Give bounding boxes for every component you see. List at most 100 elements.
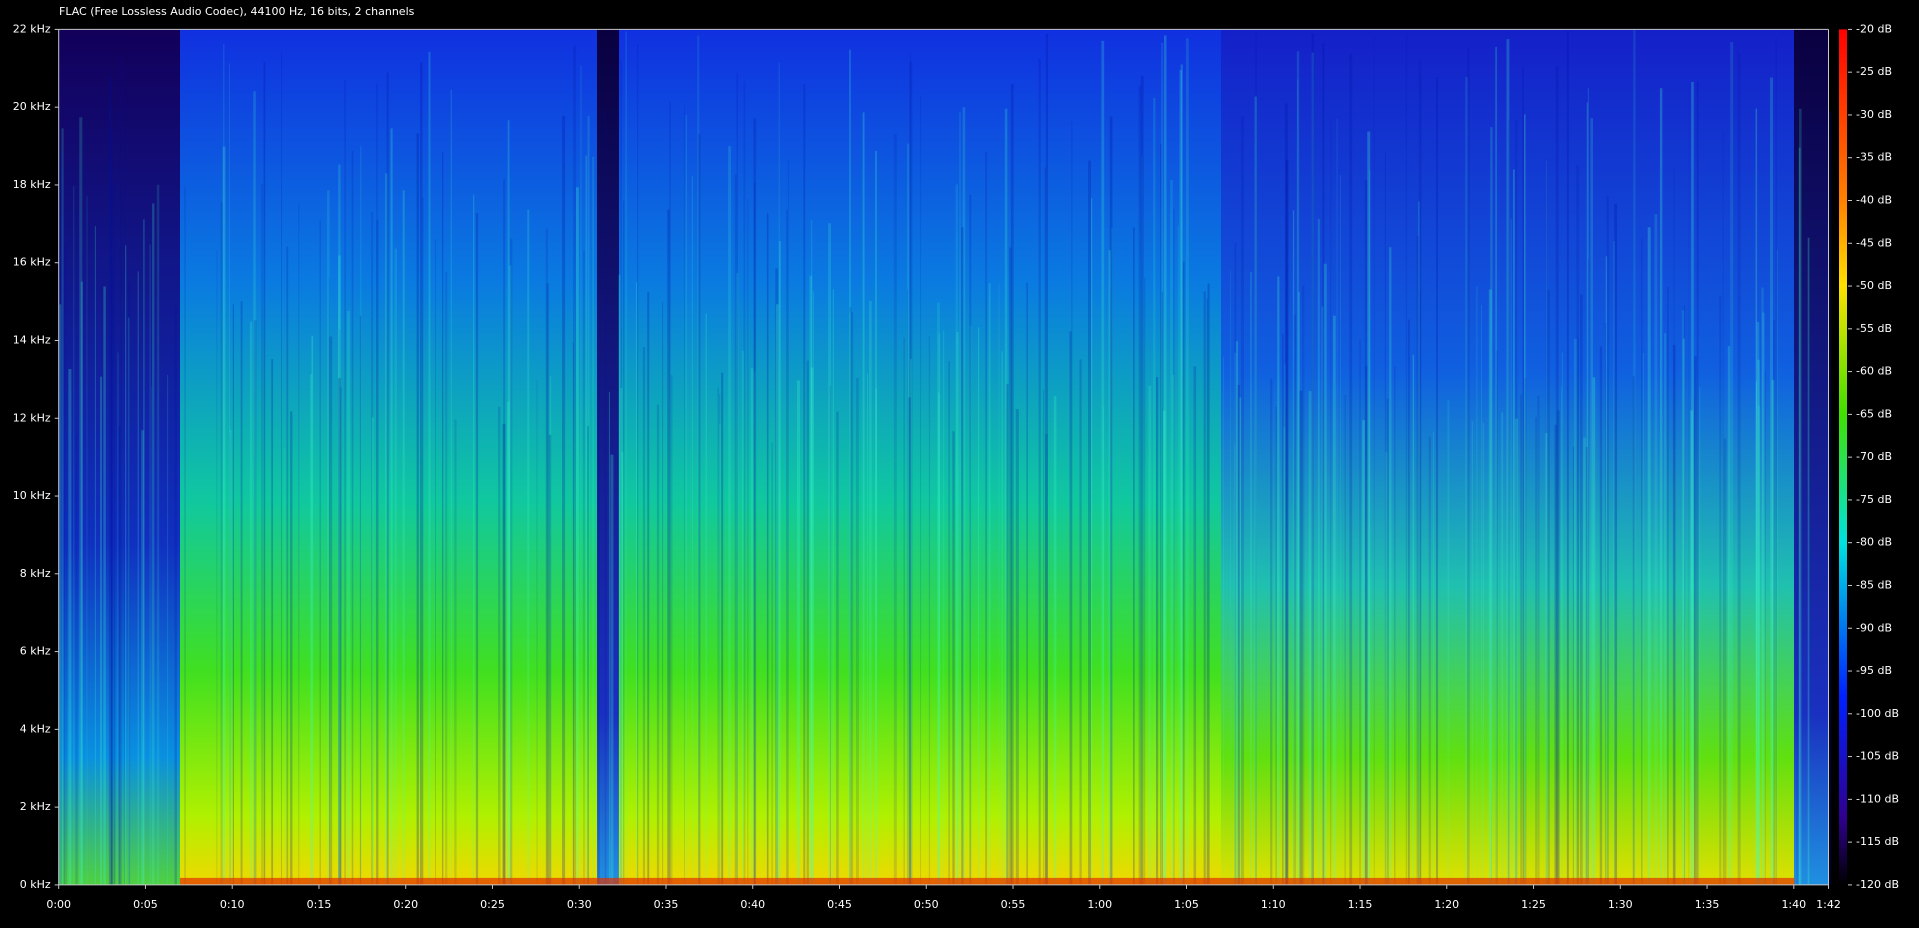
- spectrogram-texture: [1308, 391, 1312, 885]
- spectrogram-texture: [1664, 333, 1667, 885]
- spectrogram-texture: [719, 423, 721, 885]
- spectrogram-texture: [1179, 70, 1183, 885]
- spectrogram-texture: [1520, 394, 1523, 885]
- spectrogram-texture: [1101, 40, 1105, 885]
- spectrogram-texture: [1513, 169, 1515, 885]
- spectrogram-texture: [338, 329, 341, 885]
- spectrogram-texture: [73, 186, 75, 885]
- colorbar-tick-label: -55 dB: [1856, 322, 1892, 335]
- spectrogram-texture: [719, 393, 721, 885]
- spectrogram-texture: [108, 77, 112, 885]
- spectrogram-texture: [394, 248, 397, 885]
- colorbar-tick-label: -115 dB: [1856, 835, 1899, 848]
- spectrogram-texture: [1828, 111, 1832, 885]
- spectrogram-texture: [832, 289, 834, 885]
- spectrogram-texture: [1495, 350, 1498, 885]
- spectrogram-texture: [370, 212, 374, 885]
- y-tick-label: 14 kHz: [13, 333, 51, 346]
- spectrogram-texture: [174, 306, 177, 885]
- spectrogram-texture: [1796, 99, 1798, 885]
- spectrogram-texture: [1110, 228, 1113, 885]
- spectrogram-texture: [1727, 346, 1731, 885]
- spectrogram-texture: [79, 117, 83, 885]
- spectrogram-texture: [1293, 314, 1296, 885]
- spectrogram-texture: [1009, 247, 1012, 885]
- spectrogram-texture: [151, 386, 152, 885]
- spectrogram-texture: [1419, 290, 1421, 885]
- spectrogram-texture: [604, 113, 607, 885]
- spectrogram-texture: [610, 454, 614, 885]
- spectrogram-texture: [796, 380, 800, 885]
- spectrogram-texture: [103, 286, 106, 885]
- spectrogram-texture: [969, 325, 972, 885]
- spectrogram-texture: [507, 120, 510, 885]
- spectrogram-texture: [608, 391, 610, 885]
- spectrogram-texture: [754, 371, 756, 885]
- spectrogram-texture: [261, 184, 263, 885]
- spectrogram-texture: [1071, 120, 1073, 885]
- x-tick-label: 1:00: [1087, 898, 1112, 911]
- spectrogram-texture: [1771, 379, 1775, 885]
- spectrogram-texture: [735, 272, 739, 885]
- spectrogram-texture: [1203, 291, 1206, 885]
- spectrogram-texture: [948, 361, 951, 885]
- spectrogram-texture: [1416, 235, 1419, 885]
- x-tick-label: 1:35: [1695, 898, 1720, 911]
- spectrogram-texture: [806, 360, 809, 885]
- spectrogram-texture: [1576, 165, 1580, 885]
- spectrogram-texture: [1207, 283, 1210, 885]
- spectrogram-texture: [402, 190, 405, 885]
- spectrogram-texture: [1614, 203, 1618, 885]
- spectrogram-region: [1794, 29, 1829, 885]
- spectrogram-texture: [1418, 60, 1422, 885]
- spectrogram-texture: [80, 281, 83, 885]
- spectrogram-texture: [959, 111, 961, 885]
- spectrogram-texture: [1515, 120, 1518, 885]
- spectrogram-texture: [1642, 352, 1644, 885]
- spectrogram-texture: [1696, 81, 1699, 885]
- spectrogram-texture: [1730, 42, 1734, 885]
- spectrogram-texture: [1102, 406, 1104, 885]
- spectrogram-texture: [1428, 436, 1431, 885]
- spectrogram-texture: [1412, 354, 1415, 885]
- spectrogram-texture: [127, 317, 130, 885]
- spectrogram-texture: [1148, 385, 1152, 885]
- spectrogram-texture: [1688, 85, 1690, 885]
- spectrogram-texture: [548, 434, 552, 885]
- spectrogram-texture: [359, 315, 362, 885]
- spectrogram-texture: [229, 63, 230, 885]
- spectrogram-texture: [787, 159, 789, 885]
- spectrogram-texture: [503, 179, 506, 885]
- spectrogram-texture: [128, 281, 131, 885]
- spectrogram-texture: [59, 304, 62, 885]
- spectrogram-texture: [1694, 356, 1697, 885]
- spectrogram-texture: [618, 274, 621, 885]
- spectrogram-texture: [249, 321, 253, 885]
- spectrogram-texture: [63, 242, 66, 885]
- spectrogram-texture: [419, 62, 423, 885]
- spectrogram-texture: [310, 373, 313, 885]
- spectrogram-texture: [111, 72, 113, 885]
- spectrogram-texture: [1311, 52, 1314, 885]
- spectrogram-texture: [1389, 247, 1392, 885]
- spectrogram-texture: [1133, 227, 1135, 885]
- spectrogram-texture: [142, 219, 145, 885]
- spectrogram-texture: [943, 330, 945, 885]
- spectrogram-texture: [1172, 375, 1175, 885]
- spectrogram-texture: [347, 311, 350, 885]
- spectrogram-texture: [1254, 96, 1257, 885]
- x-tick-label: 1:40: [1781, 898, 1806, 911]
- colorbar-tick-label: -20 dB: [1856, 22, 1892, 35]
- spectrogram-texture: [1690, 410, 1694, 885]
- spectrogram-texture: [937, 392, 940, 885]
- spectrogram-texture: [985, 151, 988, 885]
- y-tick-label: 2 kHz: [20, 800, 51, 813]
- spectrogram-texture: [585, 155, 588, 885]
- y-tick-label: 16 kHz: [13, 256, 51, 269]
- spectrogram-texture: [229, 430, 232, 885]
- spectrogram-texture: [734, 174, 737, 885]
- spectrogram-texture: [1490, 342, 1492, 885]
- spectrogram-texture: [868, 301, 872, 885]
